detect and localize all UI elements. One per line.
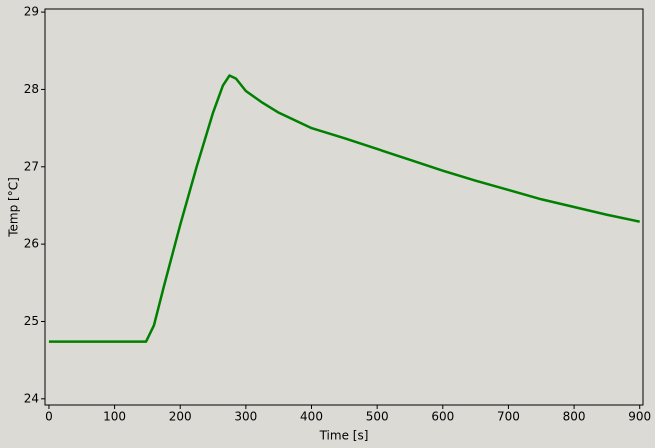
x-tick-label: 600	[431, 410, 454, 424]
x-tick-label: 200	[169, 410, 192, 424]
x-tick-label: 100	[103, 410, 126, 424]
x-tick-label: 0	[45, 410, 53, 424]
x-tick-label: 800	[563, 410, 586, 424]
y-tick-label: 28	[24, 82, 39, 96]
x-tick-label: 900	[628, 410, 651, 424]
line	[48, 74, 640, 343]
x-tick-label: 700	[497, 410, 520, 424]
y-tick-label: 26	[24, 237, 39, 251]
y-tick-label: 24	[24, 391, 39, 405]
y-tick-label: 27	[24, 159, 39, 173]
y-axis-label: Temp [°C]	[7, 177, 21, 238]
x-tick-label: 500	[366, 410, 389, 424]
x-tick-label: 300	[234, 410, 257, 424]
x-axis-label: Time [s]	[319, 429, 369, 443]
y-tick-label: 29	[24, 5, 39, 19]
x-tick-label: 400	[300, 410, 323, 424]
y-tick-label: 25	[24, 314, 39, 328]
plot-area	[44, 8, 644, 406]
